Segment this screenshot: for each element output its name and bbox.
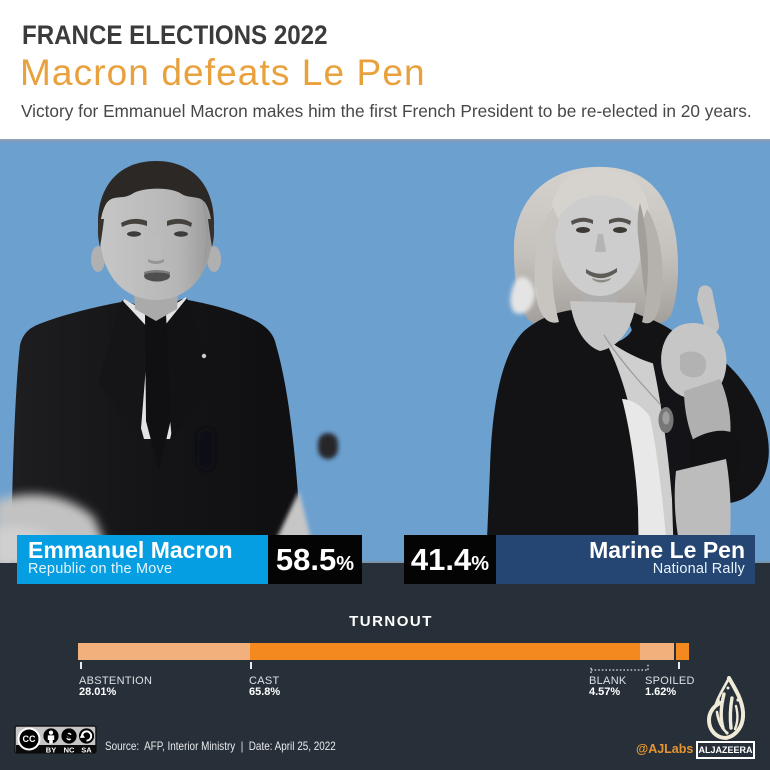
svg-text:SA: SA [81, 745, 92, 754]
svg-text:CC: CC [23, 734, 36, 744]
svg-text:NC: NC [64, 745, 75, 754]
svg-text:BY: BY [46, 745, 56, 754]
